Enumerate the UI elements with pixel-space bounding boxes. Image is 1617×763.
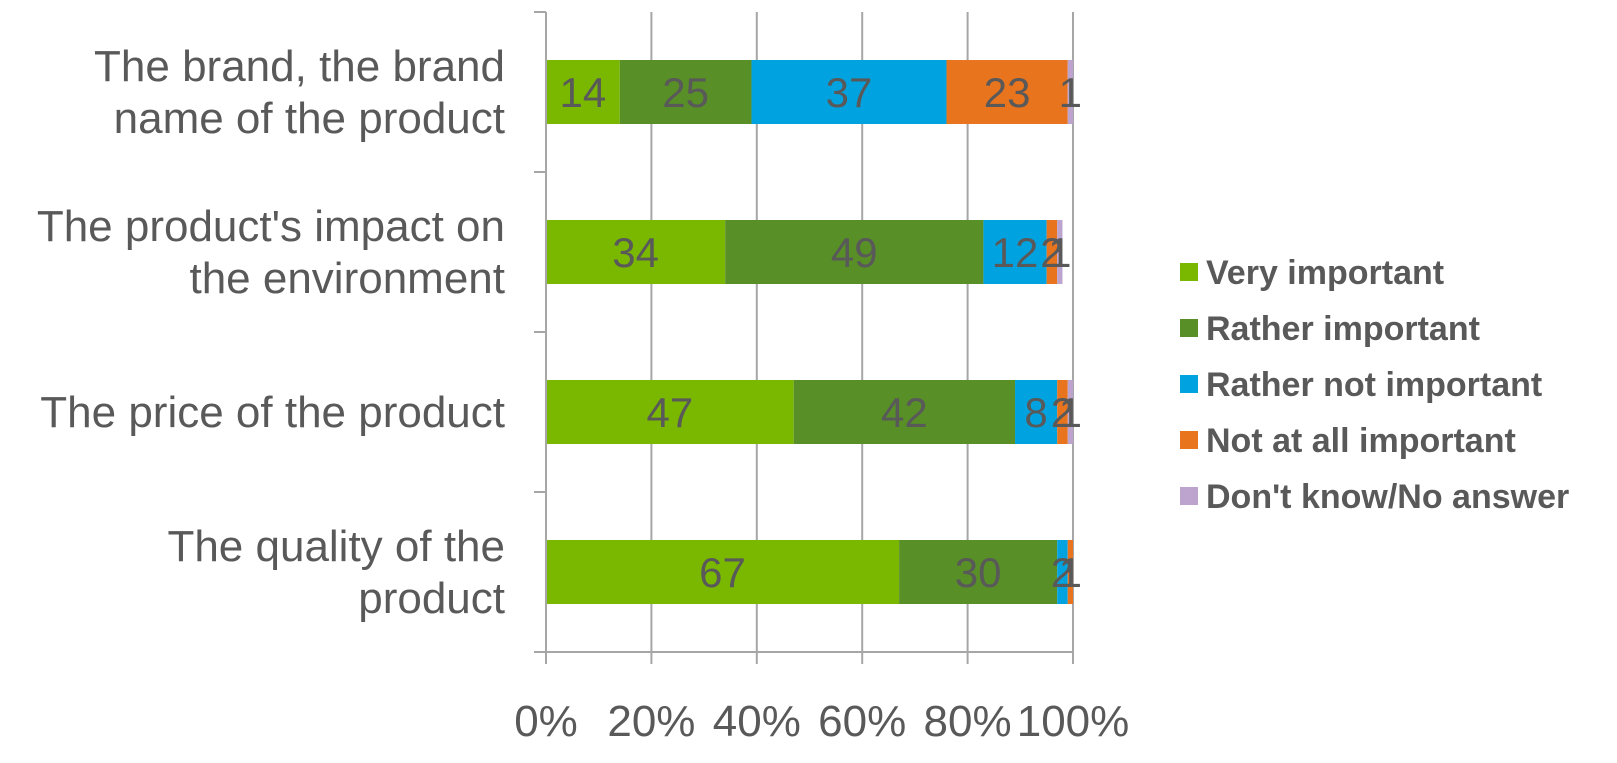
x-tick-labels: 0% 20% 40% 60% 80% 100%	[514, 697, 1129, 746]
legend-swatch	[1180, 431, 1198, 449]
data-label: 47	[646, 389, 693, 436]
bars	[546, 60, 1073, 604]
legend-label: Not at all important	[1206, 422, 1516, 460]
x-tick-label: 60%	[818, 697, 906, 746]
legend-label: Don't know/No answer	[1206, 478, 1569, 516]
data-label: 23	[984, 69, 1031, 116]
legend-swatch	[1180, 375, 1198, 393]
category-label: name of the product	[114, 94, 505, 143]
data-label: 8	[1024, 389, 1047, 436]
data-label: 1	[1059, 389, 1082, 436]
category-label: The product's impact on	[37, 202, 505, 251]
category-label: The brand, the brand	[94, 42, 505, 91]
data-label: 37	[826, 69, 873, 116]
legend-label: Very important	[1206, 254, 1444, 292]
data-label: 1	[1048, 229, 1071, 276]
data-label: 34	[612, 229, 659, 276]
data-label: 42	[881, 389, 928, 436]
data-label: 30	[955, 549, 1002, 596]
category-label: product	[358, 574, 505, 623]
data-label: 1	[1059, 69, 1082, 116]
data-label: 25	[662, 69, 709, 116]
category-label: The quality of the	[167, 522, 505, 571]
legend: Very important Rather important Rather not…	[1180, 254, 1569, 516]
x-tick-label: 40%	[713, 697, 801, 746]
data-label: 14	[560, 69, 607, 116]
x-tick-label: 80%	[924, 697, 1012, 746]
data-label: 1	[1059, 549, 1082, 596]
legend-label: Rather not important	[1206, 366, 1542, 404]
legend-swatch	[1180, 487, 1198, 505]
data-label: 67	[699, 549, 746, 596]
category-label: The price of the product	[40, 388, 505, 437]
legend-swatch	[1180, 263, 1198, 281]
legend-swatch	[1180, 319, 1198, 337]
x-tick-label: 100%	[1017, 697, 1130, 746]
x-tick-label: 0%	[514, 697, 578, 746]
data-label: 12	[992, 229, 1039, 276]
category-label: the environment	[189, 254, 505, 303]
data-label: 49	[831, 229, 878, 276]
legend-label: Rather important	[1206, 310, 1480, 348]
x-tick-label: 20%	[607, 697, 695, 746]
